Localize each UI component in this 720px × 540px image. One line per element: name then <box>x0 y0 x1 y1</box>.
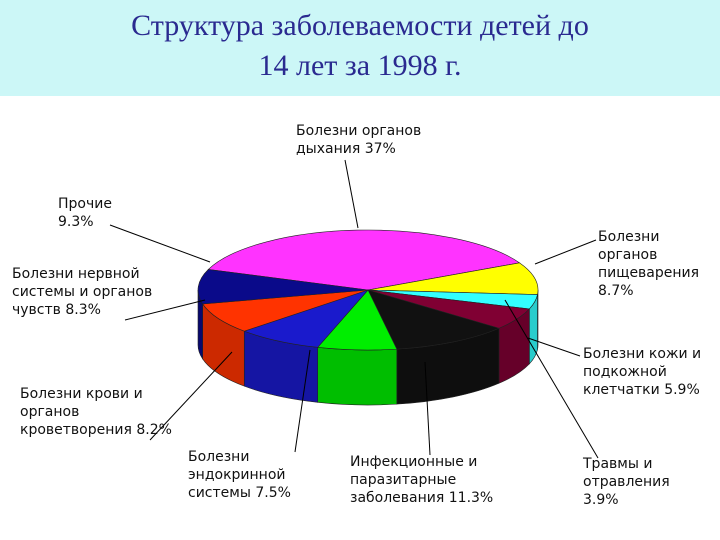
leader-line <box>294 349 311 453</box>
category-label: Болезни нервной системы и органов чувств <box>12 266 153 318</box>
slice-side <box>317 346 398 406</box>
slice <box>243 289 369 348</box>
leader-line <box>534 239 597 265</box>
slice-label: Инфекционные и паразитарные заболевания … <box>350 453 510 507</box>
slice <box>202 289 369 332</box>
value-label: 3.9% <box>583 492 619 508</box>
value-label: 8.7% <box>598 283 634 299</box>
slice-label: Прочие 9.3% <box>58 195 148 231</box>
leader-line <box>149 351 233 441</box>
slice-label: Болезни эндокринной системы 7.5% <box>188 448 318 502</box>
category-label: Болезни кожи и подкожной клетчатки <box>583 346 702 398</box>
leader-line <box>527 337 581 357</box>
slice-label: Болезни крови и органов кроветворения 8.… <box>20 385 180 439</box>
value-label: 8.2% <box>136 422 172 438</box>
leader-line <box>124 299 206 321</box>
value-label: 11.3% <box>448 490 494 506</box>
slice <box>367 262 539 295</box>
slice <box>367 289 500 350</box>
category-label: Травмы и отравления <box>583 456 670 490</box>
category-label: Болезни эндокринной системы <box>188 449 286 501</box>
value-label: 7.5% <box>255 485 291 501</box>
slice-label: Болезни нервной системы и органов чувств… <box>12 265 182 319</box>
slice-label: Болезни органов пищеварения 8.7% <box>598 228 718 300</box>
category-label: Болезни органов пищеварения <box>598 229 700 281</box>
value-label: 37% <box>364 141 396 157</box>
slice <box>207 229 521 291</box>
value-label: 9.3% <box>58 214 94 230</box>
slice-label: Травмы и отравления 3.9% <box>583 455 693 509</box>
title-band <box>0 0 720 96</box>
value-label: 5.9% <box>664 382 700 398</box>
slice-label: Болезни кожи и подкожной клетчатки 5.9% <box>583 345 713 399</box>
leader-line <box>424 361 431 456</box>
slice-label: Болезни органов дыхания 37% <box>296 122 466 158</box>
category-label: Болезни крови и органов кроветворения <box>20 386 143 438</box>
category-label: Болезни органов дыхания <box>296 123 422 157</box>
category-label: Инфекционные и паразитарные заболевания <box>350 454 478 506</box>
leader-line <box>504 299 599 459</box>
slice <box>197 269 369 305</box>
leader-line <box>109 224 211 263</box>
value-label: 8.3% <box>65 302 101 318</box>
leader-line <box>344 159 359 229</box>
category-label: Прочие <box>58 196 112 212</box>
chart-title: Структура заболеваемости детей до 14 лет… <box>131 9 589 82</box>
